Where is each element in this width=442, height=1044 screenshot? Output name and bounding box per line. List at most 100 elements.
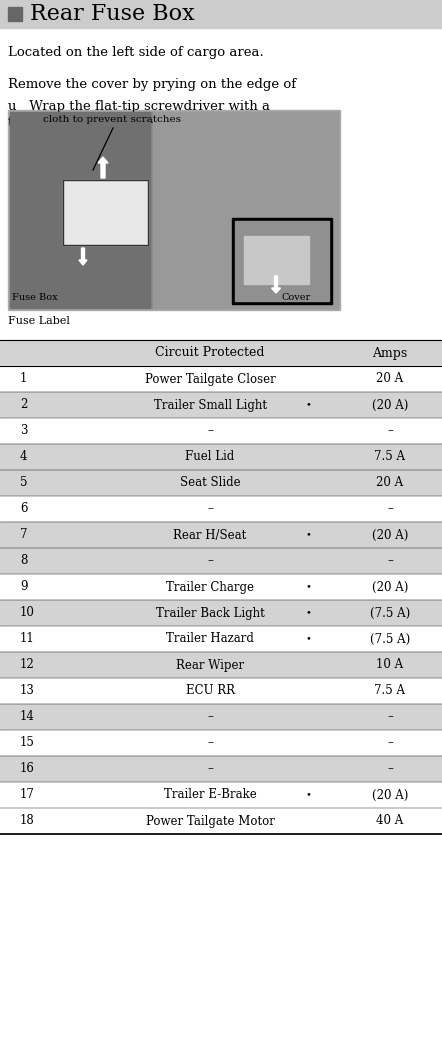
Bar [235,221,329,301]
Text: 15: 15 [20,736,35,750]
Text: (20 A): (20 A) [372,788,408,802]
Text: •: • [305,790,311,800]
Text: –: – [387,762,393,776]
Text: 11: 11 [20,633,35,645]
Bar [0,418,442,444]
Text: 1: 1 [20,373,27,385]
Bar [0,366,442,392]
Text: Cover: Cover [282,293,311,302]
Text: Rear Wiper: Rear Wiper [176,659,244,671]
Bar [232,218,332,304]
Bar [0,756,442,782]
Text: Fuel Lid: Fuel Lid [185,451,235,464]
Text: Rear H/Seat: Rear H/Seat [173,528,247,542]
Text: 13: 13 [20,685,35,697]
Text: –: – [207,425,213,437]
Bar [0,522,442,548]
Bar [153,112,338,308]
Text: Power Tailgate Closer: Power Tailgate Closer [145,373,275,385]
Text: (20 A): (20 A) [372,528,408,542]
Text: Amps: Amps [372,347,408,359]
Bar [0,496,442,522]
FancyArrow shape [98,157,108,177]
Text: Fuse Box: Fuse Box [12,293,57,302]
Text: 12: 12 [20,659,35,671]
Text: Trailer Hazard: Trailer Hazard [166,633,254,645]
Text: Located on the left side of cargo area.: Located on the left side of cargo area. [8,46,264,60]
Text: (20 A): (20 A) [372,580,408,593]
Text: (7.5 A): (7.5 A) [370,607,410,619]
Text: the cover using a flat-tip screwdriver.: the cover using a flat-tip screwdriver. [8,116,260,129]
Text: 7: 7 [20,528,27,542]
Text: 8: 8 [20,554,27,568]
Text: Fuse Label: Fuse Label [8,316,70,326]
Bar [63,180,148,245]
Bar [0,782,442,808]
Text: –: – [387,711,393,723]
Bar [10,112,338,308]
Text: 2: 2 [20,399,27,411]
Text: 17: 17 [20,788,35,802]
Bar [10,112,150,308]
Bar [63,180,148,245]
Text: 10: 10 [20,607,35,619]
Text: •: • [305,609,311,617]
Bar [8,7,22,21]
Text: ECU RR: ECU RR [186,685,235,697]
Bar [0,444,442,470]
Text: 20 A: 20 A [377,373,404,385]
Text: Remove the cover by prying on the edge of: Remove the cover by prying on the edge o… [8,78,296,91]
Text: •: • [305,530,311,540]
Text: 3: 3 [20,425,27,437]
Text: –: – [387,554,393,568]
Text: Trailer E-Brake: Trailer E-Brake [164,788,256,802]
Bar [0,600,442,626]
Bar [244,236,309,284]
Text: (20 A): (20 A) [372,399,408,411]
Bar [0,392,442,418]
Bar [0,678,442,704]
Text: 5: 5 [20,476,27,490]
Text: –: – [207,554,213,568]
Text: –: – [207,711,213,723]
Text: 16: 16 [20,762,35,776]
Text: •: • [305,583,311,592]
Text: 40 A: 40 A [377,814,404,828]
Text: Seat Slide: Seat Slide [180,476,240,490]
FancyArrow shape [79,248,87,265]
Text: (7.5 A): (7.5 A) [370,633,410,645]
Text: cloth to prevent scratches: cloth to prevent scratches [43,115,181,124]
Text: 7.5 A: 7.5 A [374,685,405,697]
Bar [0,730,442,756]
Text: Power Tailgate Motor: Power Tailgate Motor [145,814,274,828]
Bar [0,340,442,366]
Text: Trailer Charge: Trailer Charge [166,580,254,593]
Text: Circuit Protected: Circuit Protected [155,347,265,359]
Text: Trailer Back Light: Trailer Back Light [156,607,264,619]
FancyArrow shape [271,276,281,293]
Text: –: – [207,736,213,750]
Text: 9: 9 [20,580,27,593]
Bar [0,470,442,496]
Text: –: – [387,502,393,516]
Text: –: – [387,425,393,437]
Text: –: – [207,502,213,516]
Bar [0,574,442,600]
Text: u   Wrap the flat-tip screwdriver with a: u Wrap the flat-tip screwdriver with a [8,100,270,113]
Bar [0,704,442,730]
Text: Rear Fuse Box: Rear Fuse Box [30,3,194,25]
Text: Trailer Small Light: Trailer Small Light [153,399,267,411]
Text: 7.5 A: 7.5 A [374,451,405,464]
Bar [0,652,442,678]
Text: 4: 4 [20,451,27,464]
Text: –: – [207,762,213,776]
Text: 14: 14 [20,711,35,723]
Bar [0,0,442,28]
Text: 6: 6 [20,502,27,516]
Text: 10 A: 10 A [377,659,404,671]
Bar [8,110,340,310]
Text: •: • [305,401,311,409]
Text: 18: 18 [20,814,35,828]
Bar [0,626,442,652]
Text: •: • [305,635,311,643]
